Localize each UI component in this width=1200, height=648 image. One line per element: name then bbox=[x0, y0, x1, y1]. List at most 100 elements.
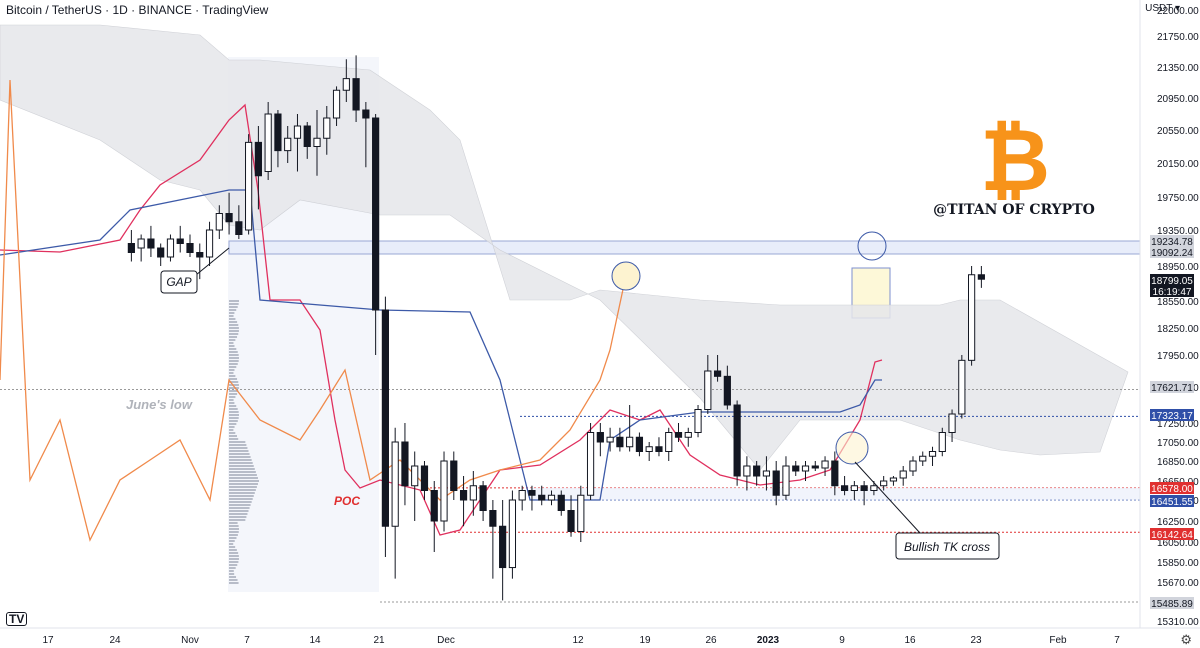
volume-profile-bar bbox=[229, 357, 239, 359]
time-tick-label: 24 bbox=[109, 635, 121, 646]
volume-profile-bar bbox=[229, 561, 239, 563]
price-label-text: 17621.71 bbox=[1151, 383, 1193, 394]
volume-profile-bar bbox=[229, 423, 237, 425]
candle-body bbox=[782, 465, 790, 496]
candle-body bbox=[801, 465, 810, 472]
candle-body bbox=[264, 113, 272, 172]
volume-profile-bar bbox=[229, 330, 239, 332]
volume-profile-bar bbox=[229, 303, 239, 305]
candle-body bbox=[381, 309, 389, 527]
candle-body bbox=[870, 485, 878, 491]
candle-body bbox=[440, 460, 448, 522]
volume-profile-bar bbox=[229, 387, 239, 389]
junes-low-label: June's low bbox=[126, 397, 193, 412]
volume-profile-bar bbox=[229, 309, 237, 311]
price-label-text: 16451.55 bbox=[1151, 497, 1193, 508]
volume-profile-bar bbox=[229, 435, 237, 437]
candle-body bbox=[459, 490, 468, 501]
price-tick-label: 17050.00 bbox=[1157, 438, 1199, 449]
price-label-box bbox=[1150, 409, 1194, 421]
candle-body bbox=[792, 465, 800, 472]
candle-body bbox=[811, 465, 819, 469]
price-label-box bbox=[1150, 482, 1194, 494]
candle-body bbox=[606, 436, 614, 443]
price-tick-label: 17950.00 bbox=[1157, 351, 1199, 362]
volume-profile-bar bbox=[229, 495, 254, 497]
candle-body bbox=[352, 78, 360, 111]
annotation-circle bbox=[835, 431, 869, 465]
price-label-text: 19092.24 bbox=[1151, 248, 1193, 259]
volume-profile-bar bbox=[229, 447, 248, 449]
time-tick-label: 21 bbox=[373, 635, 385, 646]
price-label-box bbox=[1150, 285, 1194, 297]
candle-body bbox=[704, 370, 712, 410]
resistance-band bbox=[228, 240, 1141, 255]
time-tick-label: 14 bbox=[309, 635, 321, 646]
volume-profile-bar bbox=[229, 513, 248, 515]
annotation-circle bbox=[611, 261, 641, 291]
volume-profile-bar bbox=[229, 573, 235, 575]
time-tick-label: Feb bbox=[1049, 635, 1067, 646]
candle-body bbox=[215, 213, 223, 231]
volume-profile-bar bbox=[229, 417, 239, 419]
volume-profile-bar bbox=[229, 306, 238, 308]
candle-body bbox=[958, 359, 966, 415]
candle-body bbox=[372, 117, 380, 311]
price-tick-label: 18550.00 bbox=[1157, 297, 1199, 308]
volume-profile-bar bbox=[229, 339, 236, 341]
time-tick-label: 2023 bbox=[757, 635, 780, 646]
candle-body bbox=[772, 470, 780, 496]
price-label-box bbox=[1150, 274, 1194, 286]
candle-body bbox=[420, 465, 429, 491]
price-tick-label: 20950.00 bbox=[1157, 94, 1199, 105]
price-tick-label: 18250.00 bbox=[1157, 324, 1199, 335]
candle-body bbox=[880, 480, 888, 487]
candle-body bbox=[391, 441, 399, 527]
candle-body bbox=[586, 432, 595, 496]
volume-profile-bar bbox=[229, 528, 239, 530]
candle-body bbox=[665, 432, 673, 452]
tradingview-logo[interactable]: TV bbox=[6, 612, 28, 626]
volume-profile-bar bbox=[229, 399, 234, 401]
candle-body bbox=[157, 247, 165, 258]
candle-body bbox=[528, 490, 536, 496]
time-tick-label: 17 bbox=[42, 635, 54, 646]
price-tick-label: 16850.00 bbox=[1157, 457, 1199, 468]
candle-body bbox=[626, 436, 634, 448]
volume-profile-bar bbox=[229, 459, 252, 461]
gear-icon[interactable]: ⚙ bbox=[1180, 632, 1192, 647]
candle-body bbox=[430, 490, 438, 522]
candle-body bbox=[205, 229, 214, 258]
chikou-line bbox=[0, 79, 626, 542]
candle-body bbox=[137, 238, 145, 249]
candle-body bbox=[293, 125, 302, 139]
candle-body bbox=[323, 117, 331, 139]
time-tick-label: Dec bbox=[437, 635, 455, 646]
candle-body bbox=[254, 141, 262, 177]
candle-body bbox=[557, 494, 565, 511]
volume-profile-bar bbox=[229, 390, 239, 392]
price-tick-label: 15850.00 bbox=[1157, 558, 1199, 569]
price-tick-label: 20550.00 bbox=[1157, 126, 1199, 137]
price-label-text: 16578.00 bbox=[1151, 484, 1193, 495]
volume-profile-bar bbox=[229, 327, 239, 329]
candle-body bbox=[762, 470, 771, 477]
volume-profile-bar bbox=[229, 477, 258, 479]
gap-label-box bbox=[160, 270, 198, 294]
candle-body bbox=[684, 432, 692, 438]
candle-body bbox=[850, 485, 858, 491]
candle-body bbox=[166, 238, 175, 258]
volume-profile-bar bbox=[229, 333, 239, 335]
tk-cross-pointer bbox=[854, 461, 921, 534]
volume-profile-bar bbox=[229, 429, 234, 431]
currency-selector[interactable]: USDT ▾ bbox=[1145, 3, 1180, 14]
candle-body bbox=[635, 436, 644, 452]
volume-profile-bar bbox=[229, 453, 250, 455]
price-label-text: 15485.89 bbox=[1151, 599, 1193, 610]
volume-profile-bar bbox=[229, 471, 256, 473]
candle-body bbox=[899, 470, 907, 479]
volume-profile-bar bbox=[229, 381, 239, 383]
candle-body bbox=[977, 274, 985, 280]
candle-body bbox=[401, 441, 409, 487]
